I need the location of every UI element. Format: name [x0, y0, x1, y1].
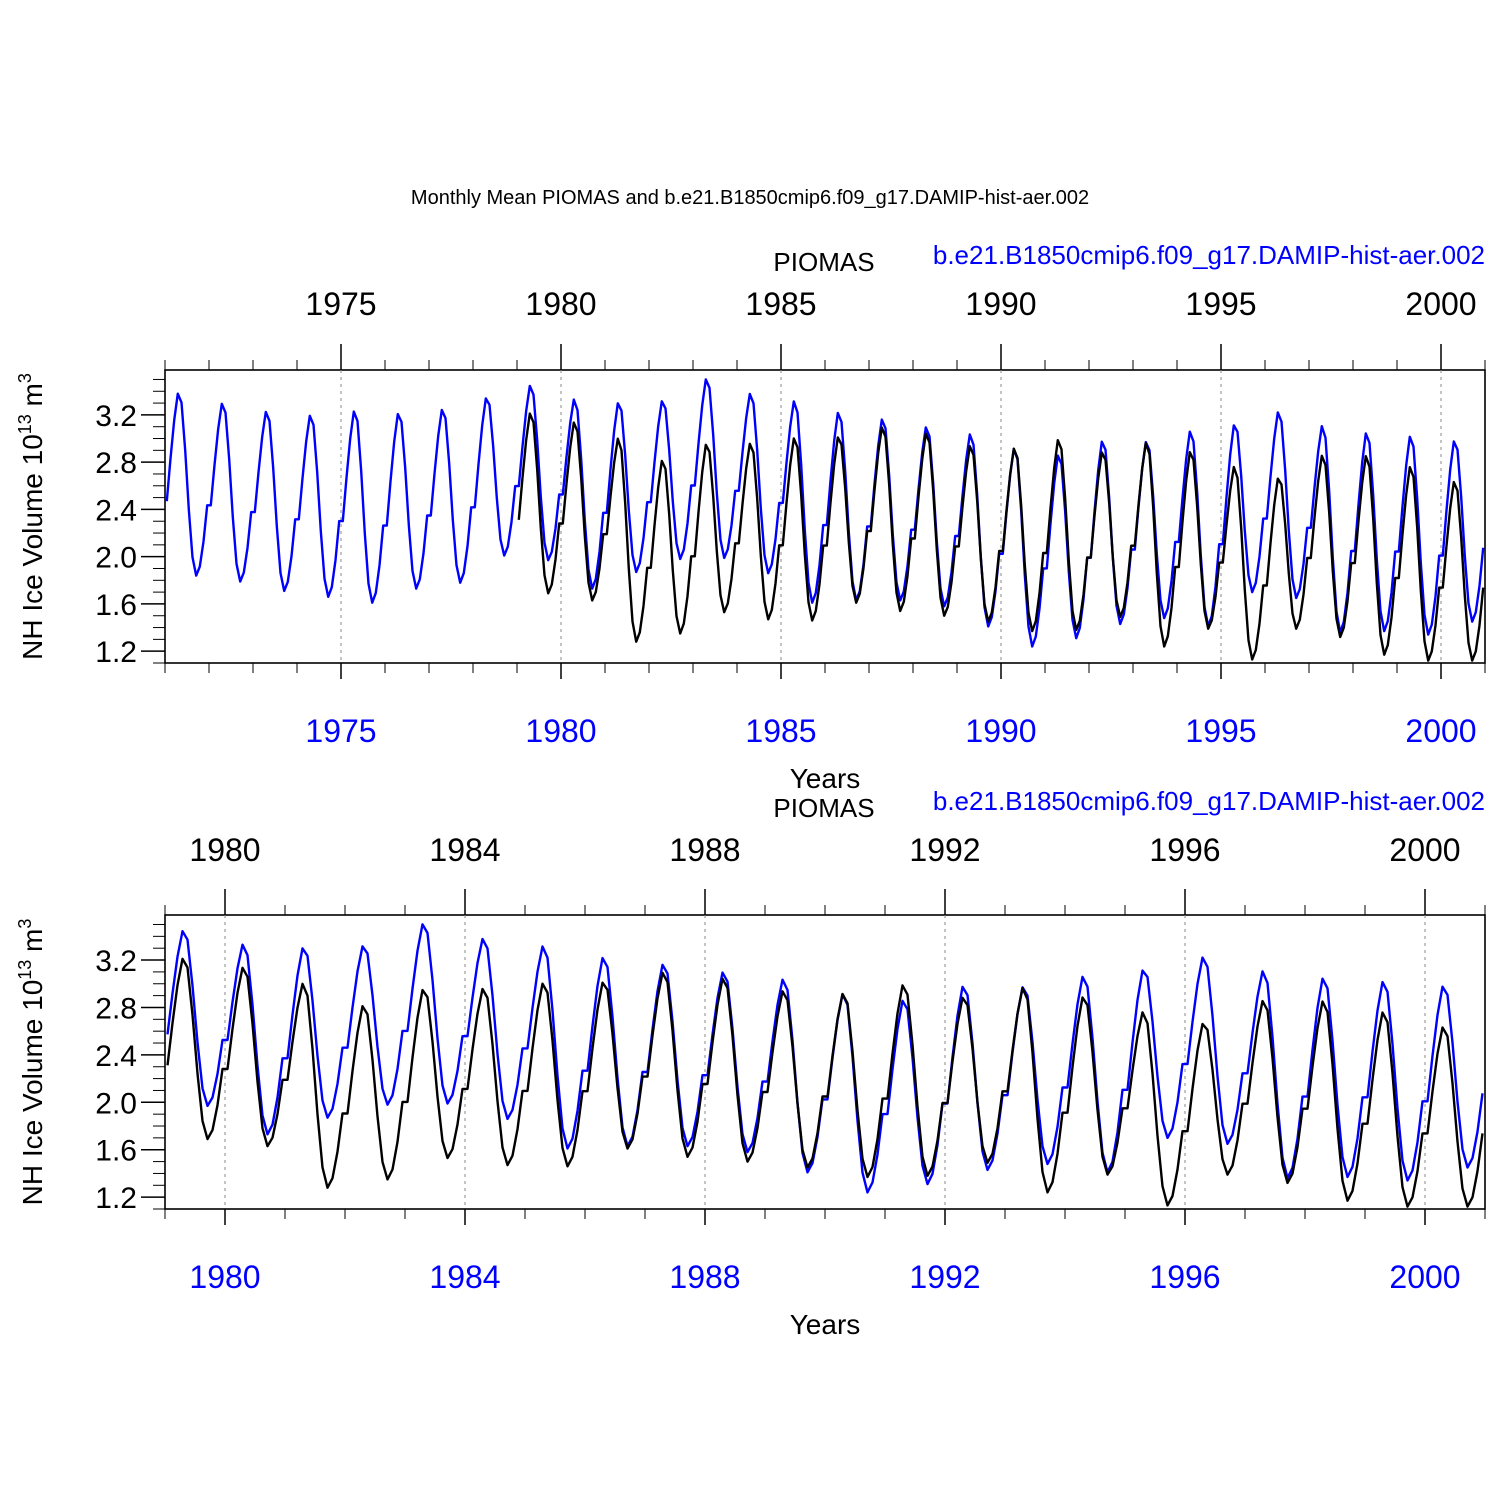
series-line-piomas [517, 412, 1485, 662]
y-tick-label: 3.2 [95, 400, 137, 433]
y-tick-label: 2.0 [95, 542, 137, 575]
x-tick-label-bottom: 2000 [1389, 1259, 1460, 1295]
y-axis-label: NH Ice Volume 1013 m3 [15, 919, 48, 1206]
x-tick-label-top: 1985 [745, 286, 816, 322]
series-line-piomas [166, 957, 1484, 1208]
x-tick-label-bottom: 2000 [1405, 713, 1476, 749]
y-axis-label-unit-exponent: 3 [15, 919, 35, 929]
x-axis-label: Years [790, 763, 861, 794]
y-tick-label: 2.4 [95, 1040, 137, 1073]
legend-piomas-label: PIOMAS [773, 247, 874, 277]
legend-piomas-label: PIOMAS [773, 793, 874, 823]
y-tick-label: 3.2 [95, 945, 137, 978]
x-tick-label-bottom: 1996 [1149, 1259, 1220, 1295]
figure-title: Monthly Mean PIOMAS and b.e21.B1850cmip6… [411, 187, 1089, 209]
x-tick-label-top: 1992 [909, 832, 980, 868]
x-axis-label: Years [790, 1309, 861, 1340]
legend-model-label: b.e21.B1850cmip6.f09_g17.DAMIP-hist-aer.… [933, 786, 1485, 816]
y-axis-label-exponent: 13 [15, 414, 35, 434]
y-axis-label-main: NH Ice Volume 10 [17, 980, 48, 1206]
x-tick-label-bottom: 1985 [745, 713, 816, 749]
y-tick-label: 2.8 [95, 447, 137, 480]
y-tick-label: 2.4 [95, 494, 137, 527]
x-tick-label-top: 1975 [305, 286, 376, 322]
x-tick-label-top: 1995 [1185, 286, 1256, 322]
x-tick-label-bottom: 1995 [1185, 713, 1256, 749]
x-tick-label-top: 1984 [429, 832, 500, 868]
plot-frame [164, 914, 1486, 1210]
bottom-panel: PIOMAS b.e21.B1850cmip6.f09_g17.DAMIP-hi… [15, 786, 1486, 1340]
y-tick-label: 1.6 [95, 1135, 137, 1168]
x-tick-label-bottom: 1984 [429, 1259, 500, 1295]
y-axis-label: NH Ice Volume 1013 m3 [15, 373, 48, 660]
y-tick-label: 2.0 [95, 1087, 137, 1120]
y-tick-label: 1.2 [95, 636, 137, 669]
x-tick-label-bottom: 1980 [189, 1259, 260, 1295]
top-panel: PIOMAS b.e21.B1850cmip6.f09_g17.DAMIP-hi… [15, 240, 1486, 794]
x-tick-label-bottom: 1988 [669, 1259, 740, 1295]
y-tick-label: 2.8 [95, 992, 137, 1025]
y-axis-label-unit-exponent: 3 [15, 373, 35, 383]
x-tick-label-bottom: 1975 [305, 713, 376, 749]
y-tick-label: 1.6 [95, 589, 137, 622]
x-tick-label-bottom: 1990 [965, 713, 1036, 749]
series-line-model [165, 378, 1485, 648]
y-axis-label-unit: m [17, 383, 48, 414]
y-tick-label: 1.2 [95, 1182, 137, 1215]
x-tick-label-top: 2000 [1389, 832, 1460, 868]
x-tick-label-top: 1988 [669, 832, 740, 868]
x-tick-label-top: 1980 [189, 832, 260, 868]
x-tick-label-bottom: 1980 [525, 713, 596, 749]
series-line-model [166, 923, 1484, 1194]
x-tick-label-top: 1996 [1149, 832, 1220, 868]
x-tick-label-top: 1980 [525, 286, 596, 322]
legend-model-label: b.e21.B1850cmip6.f09_g17.DAMIP-hist-aer.… [933, 240, 1485, 270]
y-axis-label-main: NH Ice Volume 10 [17, 434, 48, 660]
y-axis-label-exponent: 13 [15, 960, 35, 980]
x-tick-label-bottom: 1992 [909, 1259, 980, 1295]
x-tick-label-top: 2000 [1405, 286, 1476, 322]
y-axis-label-unit: m [17, 929, 48, 960]
x-tick-label-top: 1990 [965, 286, 1036, 322]
